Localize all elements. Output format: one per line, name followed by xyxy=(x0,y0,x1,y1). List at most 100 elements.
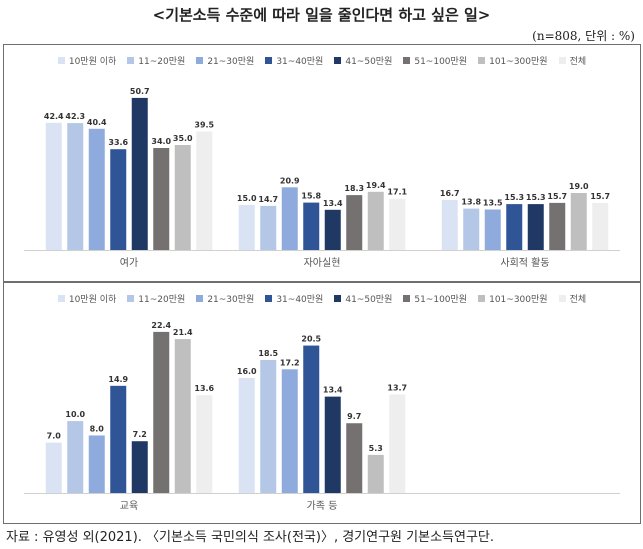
bar xyxy=(303,202,320,250)
source-note: 자료 : 유영성 외(2021). 〈기본소득 국민의식 조사(전국)〉, 경기… xyxy=(6,530,495,545)
data-label: 40.4 xyxy=(87,118,107,127)
legend-label: 41~50만원 xyxy=(345,57,393,67)
legend-label: 11~20만원 xyxy=(138,295,186,305)
chart-panel-1: 10만원 이하 11~20만원 21~30만원 31~40만원 41~50만원 51~10… xyxy=(3,44,641,282)
bar xyxy=(324,209,341,250)
data-label: 34.0 xyxy=(151,137,171,146)
data-label: 21.4 xyxy=(173,328,193,337)
data-label: 13.7 xyxy=(387,383,407,392)
bar xyxy=(324,396,341,493)
legend-item: 31~40만원 xyxy=(265,292,323,305)
bar xyxy=(367,454,384,493)
data-label: 15.3 xyxy=(504,193,524,202)
bar xyxy=(570,193,587,250)
category-label: 사회적 활동 xyxy=(500,256,549,269)
legend-swatch xyxy=(334,295,342,302)
data-label: 50.7 xyxy=(130,87,150,96)
category-label: 여가 xyxy=(120,257,138,269)
legend-label: 101~300만원 xyxy=(489,295,548,305)
legend-swatch xyxy=(57,295,65,302)
data-label: 8.0 xyxy=(90,424,105,433)
legend-label: 51~100만원 xyxy=(414,57,468,67)
legend-label: 41~50만원 xyxy=(345,295,393,305)
bar xyxy=(67,123,84,250)
bar xyxy=(303,345,320,493)
legend-item: 11~20만원 xyxy=(127,292,185,305)
data-label: 15.3 xyxy=(526,193,546,202)
legend-label: 전체 xyxy=(569,57,587,67)
data-label: 33.6 xyxy=(108,138,128,147)
legend-label: 10만원 이하 xyxy=(68,295,117,305)
legend-swatch xyxy=(478,57,486,64)
data-label: 14.7 xyxy=(258,195,278,204)
legend-item: 전체 xyxy=(558,292,586,305)
bar xyxy=(506,204,523,250)
bar xyxy=(153,331,170,493)
bar xyxy=(110,149,127,250)
bar xyxy=(549,202,566,250)
bar xyxy=(238,377,255,493)
bar xyxy=(174,145,191,250)
data-label: 7.0 xyxy=(47,432,62,441)
bar xyxy=(45,442,62,493)
data-label: 15.0 xyxy=(237,194,257,203)
bar xyxy=(281,187,298,250)
data-label: 19.0 xyxy=(569,182,589,191)
sample-unit-note: (n=808, 단위 : %) xyxy=(532,29,635,43)
data-label: 20.9 xyxy=(280,176,300,185)
bar xyxy=(484,209,501,250)
legend-item: 101~300만원 xyxy=(478,292,548,305)
legend-swatch xyxy=(478,295,486,302)
legend-swatch xyxy=(403,295,411,302)
legend-swatch xyxy=(403,57,411,64)
data-label: 16.7 xyxy=(440,189,460,198)
bar xyxy=(67,421,84,493)
legend-item: 41~50만원 xyxy=(334,54,392,67)
legend-item: 11~20만원 xyxy=(127,54,185,67)
bar xyxy=(592,202,609,250)
data-label: 16.0 xyxy=(237,367,257,376)
legend-item: 101~300만원 xyxy=(478,54,548,67)
chart-panel-2: 10만원 이하 11~20만원 21~30만원 31~40만원 41~50만원 51~10… xyxy=(3,282,641,524)
legend: 10만원 이하 11~20만원 21~30만원 31~40만원 41~50만원 51~10… xyxy=(4,292,640,305)
legend-label: 101~300만원 xyxy=(489,57,548,67)
legend-item: 10만원 이하 xyxy=(57,292,117,305)
legend-swatch xyxy=(334,57,342,64)
legend-item: 10만원 이하 xyxy=(57,54,116,67)
bar xyxy=(131,441,148,493)
legend-swatch xyxy=(127,57,135,64)
legend-label: 11~20만원 xyxy=(138,57,186,67)
legend-item: 21~30만원 xyxy=(196,292,254,305)
bar xyxy=(367,191,384,250)
category-label: 자아실현 xyxy=(304,257,341,269)
data-label: 15.7 xyxy=(547,192,567,201)
chart-plot: 7.010.08.014.97.222.421.413.6교육16.018.51… xyxy=(24,321,620,512)
chart-title: <기본소득 수준에 따라 일을 줄인다면 하고 싶은 일> xyxy=(152,6,491,24)
legend-swatch xyxy=(558,295,566,302)
bar xyxy=(153,148,170,250)
bar xyxy=(389,198,406,250)
data-label: 5.3 xyxy=(369,444,383,453)
legend-label: 21~30만원 xyxy=(207,295,255,305)
bar xyxy=(131,97,148,251)
bar xyxy=(196,131,213,250)
bar xyxy=(463,208,480,250)
data-label: 14.9 xyxy=(108,375,128,384)
legend-item: 51~100만원 xyxy=(403,54,467,67)
bar xyxy=(88,128,105,250)
legend-swatch xyxy=(265,295,273,302)
bar xyxy=(527,204,544,250)
data-label: 15.7 xyxy=(590,192,610,201)
bar xyxy=(389,394,406,493)
data-label: 13.8 xyxy=(461,198,481,207)
legend-swatch xyxy=(196,295,204,302)
legend-label: 21~30만원 xyxy=(207,57,255,67)
data-label: 42.3 xyxy=(65,112,85,121)
legend: 10만원 이하 11~20만원 21~30만원 31~40만원 41~50만원 51~10… xyxy=(4,54,640,67)
bar xyxy=(281,369,298,493)
legend-label: 51~100만원 xyxy=(414,295,468,305)
legend-item: 51~100만원 xyxy=(403,292,467,305)
chart-plot: 42.4 42.340.4 33.6 50.7 34.0 35.039.5 여가 15.0 14… xyxy=(24,87,620,269)
legend-item: 21~30만원 xyxy=(196,54,254,67)
data-label: 39.5 xyxy=(194,121,214,130)
